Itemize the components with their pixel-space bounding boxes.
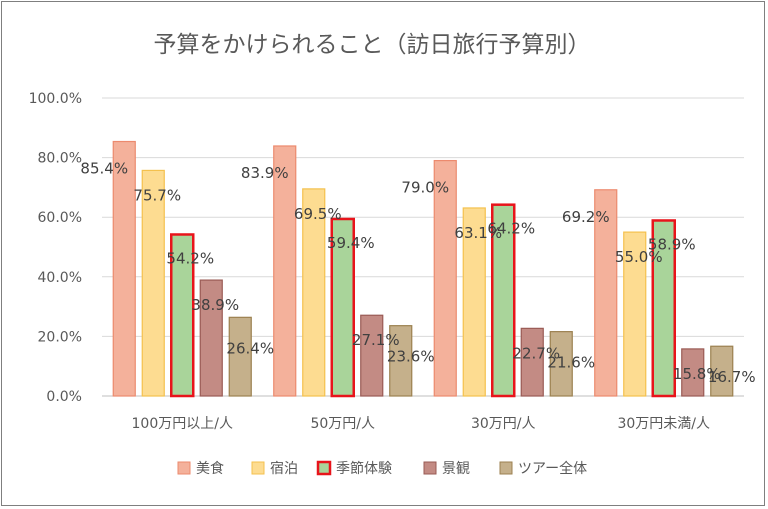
y-axis-ticks: 0.0% 20.0% 40.0% 60.0% 80.0% 100.0% bbox=[29, 91, 82, 405]
data-label: 79.0% bbox=[401, 179, 449, 197]
legend-swatch bbox=[316, 460, 332, 476]
bar-3 bbox=[330, 217, 355, 398]
data-label: 75.7% bbox=[133, 186, 181, 204]
bar-1 bbox=[273, 145, 297, 397]
legend-label: 美食 bbox=[196, 460, 224, 477]
chart-title: 予算をかけられること（訪日旅行予算別） bbox=[154, 32, 591, 58]
bar-2 bbox=[623, 231, 647, 397]
y-tick-label: 100.0% bbox=[29, 91, 82, 107]
bar-2 bbox=[462, 207, 486, 397]
bar-4 bbox=[199, 279, 223, 397]
category-label: 30万円未満/人 bbox=[617, 416, 710, 432]
bar-5 bbox=[389, 325, 413, 397]
bar-3 bbox=[491, 203, 516, 398]
bar-4 bbox=[360, 314, 384, 397]
category-label: 30万円/人 bbox=[471, 416, 536, 432]
bar-1 bbox=[112, 140, 136, 397]
y-tick-label: 80.0% bbox=[38, 151, 82, 167]
category-label: 100万円以上/人 bbox=[132, 416, 233, 432]
bar-2 bbox=[302, 188, 326, 397]
data-label: 69.5% bbox=[294, 205, 342, 223]
data-label: 38.9% bbox=[191, 296, 239, 314]
y-tick-label: 60.0% bbox=[38, 210, 82, 226]
legend-swatch bbox=[177, 461, 191, 475]
data-label: 27.1% bbox=[352, 331, 400, 349]
data-labels: 85.4% 75.7% 54.2% 38.9% 26.4% 83.9% 69.5% 59.4%… bbox=[80, 160, 755, 387]
legend: 美食 宿泊 季節体験 景観 ツアー全体 bbox=[177, 460, 587, 477]
bar-1 bbox=[594, 189, 618, 397]
data-label: 21.6% bbox=[547, 354, 595, 372]
data-label: 59.4% bbox=[327, 234, 375, 252]
data-label: 23.6% bbox=[387, 348, 435, 366]
data-label: 63.1% bbox=[454, 224, 502, 242]
bar-3 bbox=[651, 219, 676, 398]
bar-2 bbox=[141, 169, 165, 397]
y-tick-label: 20.0% bbox=[38, 329, 82, 345]
data-label: 64.2% bbox=[487, 220, 535, 238]
data-label: 83.9% bbox=[241, 164, 289, 182]
legend-label: 景観 bbox=[442, 460, 470, 477]
y-tick-label: 40.0% bbox=[38, 270, 82, 286]
data-label: 15.8% bbox=[673, 365, 721, 383]
data-label: 85.4% bbox=[80, 160, 128, 178]
legend-label: ツアー全体 bbox=[518, 460, 587, 477]
data-label: 69.2% bbox=[562, 208, 610, 226]
bar-3 bbox=[170, 233, 195, 398]
bar-layer bbox=[112, 140, 734, 398]
data-label: 58.9% bbox=[648, 235, 696, 253]
bar-5 bbox=[710, 345, 734, 397]
data-label: 22.7% bbox=[512, 344, 560, 362]
y-tick-label: 0.0% bbox=[46, 389, 82, 405]
bar-4 bbox=[520, 327, 544, 397]
legend-label: 季節体験 bbox=[336, 460, 392, 477]
bar-4 bbox=[681, 348, 705, 397]
data-label: 54.2% bbox=[166, 249, 214, 267]
legend-swatch bbox=[423, 461, 437, 475]
legend-swatch bbox=[251, 461, 265, 475]
bar-5 bbox=[228, 316, 252, 397]
data-label: 16.7% bbox=[708, 368, 756, 386]
category-label: 50万円/人 bbox=[310, 416, 375, 432]
legend-swatch bbox=[499, 461, 513, 475]
data-label: 26.4% bbox=[226, 339, 274, 357]
bar-1 bbox=[433, 159, 457, 397]
bar-5 bbox=[549, 331, 573, 397]
category-labels: 100万円以上/人 50万円/人 30万円/人 30万円未満/人 bbox=[132, 416, 710, 432]
data-label: 55.0% bbox=[615, 248, 663, 266]
legend-label: 宿泊 bbox=[270, 460, 298, 477]
